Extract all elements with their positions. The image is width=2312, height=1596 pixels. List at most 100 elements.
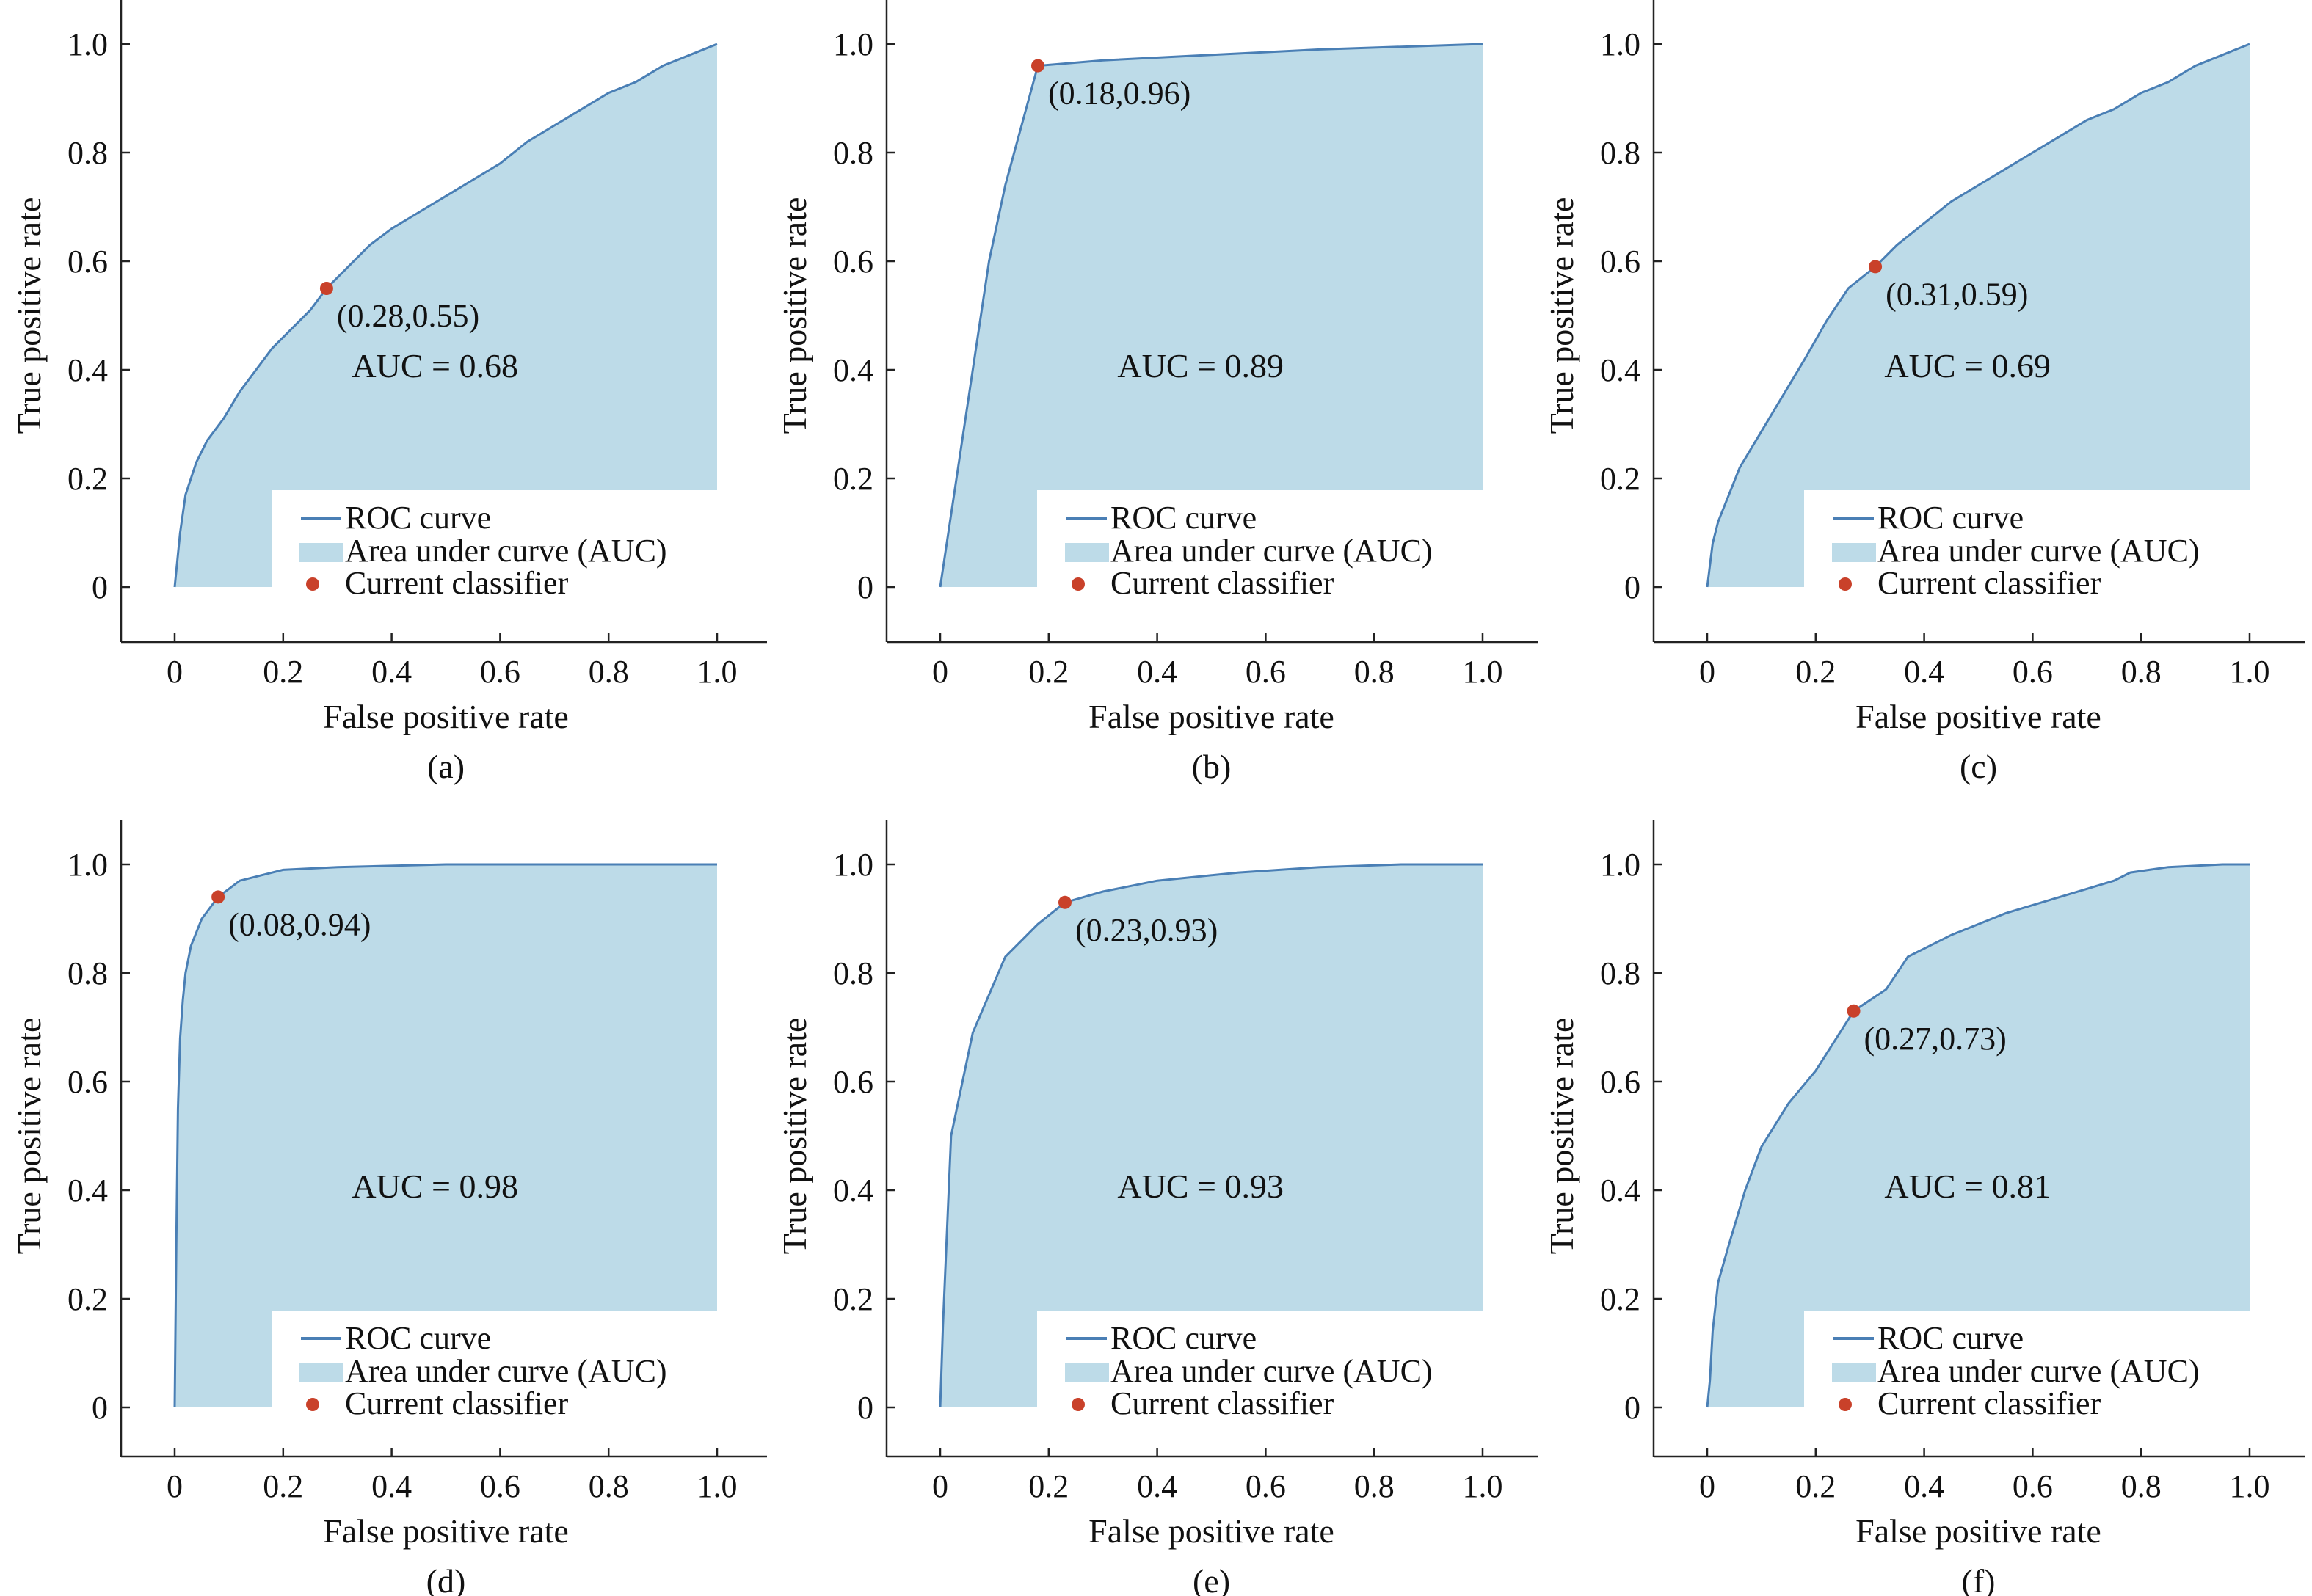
y-tick-label: 0.2: [1600, 1281, 1640, 1317]
x-axis-label: False positive rate: [323, 698, 569, 735]
y-tick-label: 0.4: [68, 352, 108, 388]
auc-value-label: AUC = 0.98: [352, 1167, 518, 1205]
classifier-point: [1869, 260, 1883, 274]
x-tick-label: 0.8: [589, 654, 629, 690]
x-axis-label: False positive rate: [1088, 1512, 1334, 1550]
auc-area: [175, 44, 717, 587]
x-tick-label: 0: [1699, 1468, 1715, 1504]
y-tick-label: 0.4: [68, 1173, 108, 1209]
y-tick-label: 0.2: [1600, 461, 1640, 497]
y-axis-label: True positive rate: [10, 197, 48, 434]
auc-value-label: AUC = 0.69: [1884, 347, 2051, 385]
y-tick-label: 1.0: [1600, 26, 1640, 62]
legend-point-label: Current classifier: [1877, 1385, 2101, 1421]
legend-area-swatch: [1832, 1363, 1876, 1382]
y-axis-label: True positive rate: [776, 1018, 813, 1255]
y-axis-label: True positive rate: [776, 197, 813, 434]
auc-area: [1707, 864, 2250, 1407]
x-tick-label: 1.0: [2230, 1468, 2270, 1504]
x-tick-label: 0.2: [1028, 1468, 1069, 1504]
panel-label: (d): [426, 1562, 466, 1596]
x-tick-label: 0.6: [480, 1468, 520, 1504]
classifier-point-label: (0.18,0.96): [1048, 76, 1190, 112]
auc-value-label: AUC = 0.68: [352, 347, 518, 385]
roc-curve: [173, 863, 717, 1408]
roc-curve: [1706, 863, 2250, 1408]
x-tick-label: 1.0: [697, 654, 738, 690]
legend-point-label: Current classifier: [1110, 1385, 1334, 1421]
y-tick-label: 1.0: [833, 847, 873, 883]
legend-area-swatch: [1065, 1363, 1109, 1382]
chart-panel-5: 0 0.2 0.4 0.6 0.8 1.0 0 0.2 0.4 0.6 0.8 1.0 False po…: [776, 820, 1538, 1596]
auc-area: [1707, 44, 2250, 587]
x-tick-label: 0.6: [2013, 1468, 2053, 1504]
x-tick-label: 0: [932, 654, 948, 690]
legend-point-label: Current classifier: [1877, 565, 2101, 601]
legend-auc-label: Area under curve (AUC): [345, 533, 667, 569]
x-tick-label: 0.2: [263, 1468, 303, 1504]
y-tick-label: 0.8: [68, 955, 108, 991]
chart-panel-4: 0 0.2 0.4 0.6 0.8 1.0 0 0.2 0.4 0.6 0.8 1.0 False po…: [10, 820, 767, 1596]
legend-roc-label: ROC curve: [1877, 500, 2024, 536]
y-tick-label: 0.2: [833, 1281, 873, 1317]
chart-panel-3: 0 0.2 0.4 0.6 0.8 1.0 0 0.2 0.4 0.6 0.8 1.0 False po…: [1543, 0, 2305, 785]
x-tick-label: 0.8: [589, 1468, 629, 1504]
legend-area-swatch: [1832, 543, 1876, 562]
legend-roc-label: ROC curve: [345, 500, 491, 536]
x-axis-label: False positive rate: [1088, 698, 1334, 735]
classifier-point: [1031, 59, 1045, 73]
panel-label: (e): [1193, 1562, 1230, 1596]
x-tick-label: 0.2: [263, 654, 303, 690]
y-tick-label: 0.6: [1600, 244, 1640, 280]
legend-box: [1804, 490, 2259, 599]
panel-label: (c): [1960, 748, 1997, 785]
y-tick-label: 0.8: [1600, 135, 1640, 171]
legend-box: [1804, 1311, 2259, 1419]
y-tick-label: 1.0: [68, 847, 108, 883]
x-tick-label: 1.0: [697, 1468, 738, 1504]
legend-area-swatch: [299, 543, 343, 562]
auc-value-label: AUC = 0.89: [1117, 347, 1284, 385]
x-tick-label: 0.8: [2121, 1468, 2162, 1504]
roc-curve: [939, 43, 1483, 588]
y-tick-label: 0.4: [833, 352, 873, 388]
classifier-point-label: (0.08,0.94): [228, 906, 371, 942]
y-tick-label: 0.4: [833, 1173, 873, 1209]
x-tick-label: 0.8: [1354, 1468, 1395, 1504]
y-tick-label: 0: [1624, 1390, 1640, 1426]
legend-point-swatch: [1839, 577, 1852, 591]
x-tick-label: 0.4: [1137, 654, 1177, 690]
roc-curve: [173, 43, 718, 588]
y-tick-label: 0.8: [833, 955, 873, 991]
legend-point-label: Current classifier: [1110, 565, 1334, 601]
x-tick-label: 0.4: [371, 1468, 412, 1504]
panel-label: (a): [427, 748, 465, 785]
legend-auc-label: Area under curve (AUC): [1110, 1353, 1433, 1389]
y-tick-label: 0.6: [68, 244, 108, 280]
legend-point-label: Current classifier: [345, 565, 569, 601]
legend-box: [272, 490, 727, 599]
auc-area: [940, 864, 1483, 1407]
y-tick-label: 0.6: [68, 1064, 108, 1100]
y-tick-label: 0: [92, 1390, 108, 1426]
x-tick-label: 0.8: [2121, 654, 2162, 690]
x-tick-label: 0.8: [1354, 654, 1395, 690]
panel-label: (b): [1192, 748, 1232, 785]
auc-value-label: AUC = 0.93: [1117, 1167, 1284, 1205]
y-axis-label: True positive rate: [1543, 197, 1580, 434]
legend-box: [1037, 490, 1492, 599]
y-tick-label: 0.2: [833, 461, 873, 497]
classifier-point: [1058, 895, 1072, 909]
chart-panel-6: 0 0.2 0.4 0.6 0.8 1.0 0 0.2 0.4 0.6 0.8 1.0 False po…: [1543, 820, 2305, 1596]
x-axis-label: False positive rate: [323, 1512, 569, 1550]
y-tick-label: 0: [92, 569, 108, 605]
x-tick-label: 0.2: [1028, 654, 1069, 690]
legend-area-swatch: [1065, 543, 1109, 562]
classifier-point: [319, 282, 333, 295]
y-tick-label: 1.0: [68, 26, 108, 62]
y-axis-label: True positive rate: [1543, 1018, 1580, 1255]
y-tick-label: 0.8: [833, 135, 873, 171]
x-tick-label: 0.4: [1137, 1468, 1177, 1504]
x-tick-label: 0.4: [1904, 1468, 1944, 1504]
